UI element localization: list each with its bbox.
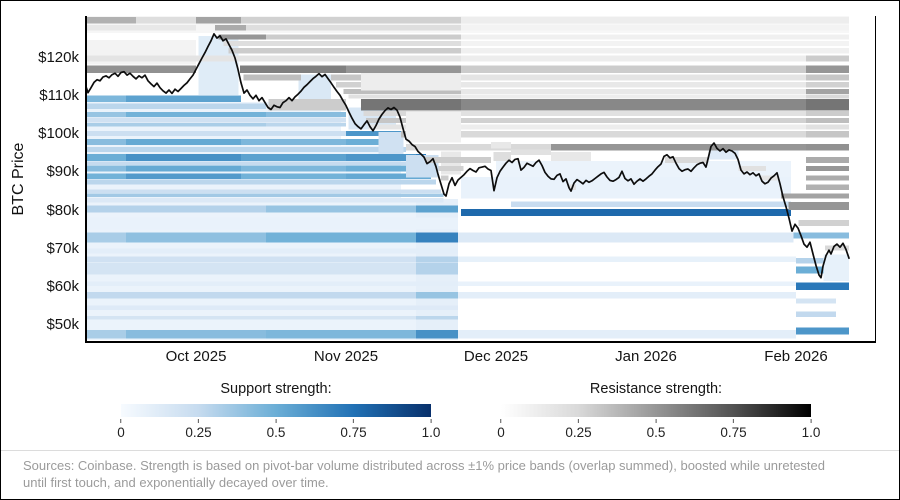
source-note-line2: until first touch, and exponentially dec… [23, 475, 329, 490]
colorbar-tick-label: 0.75 [720, 419, 746, 440]
colorbar-tick-label: 1.0 [802, 419, 821, 440]
resistance-colorbar [501, 404, 811, 417]
x-tick-label: Feb 2026 [764, 348, 828, 365]
support-colorbar [121, 404, 431, 417]
y-tick-label: $120k [38, 48, 79, 66]
colorbar-tick-label: 0.5 [267, 419, 286, 440]
support-colorbar-ticks: 0 0.25 0.5 0.75 1.0 [117, 419, 440, 441]
chart-plot-area [86, 16, 876, 341]
x-tick-label: Dec 2025 [463, 348, 529, 365]
x-tick-label: Nov 2025 [313, 348, 379, 365]
resistance-legend: Resistance strength: 0 0.25 0.5 0.75 1.0 [497, 381, 820, 441]
resistance-colorbar-ticks: 0 0.25 0.5 0.75 1.0 [497, 419, 820, 441]
y-tick-label: $70k [46, 239, 79, 257]
colorbar-tick-label: 0.75 [340, 419, 366, 440]
y-tick-label: $100k [38, 125, 79, 143]
y-axis-spine [85, 16, 87, 342]
y-tick-label: $50k [46, 315, 79, 333]
support-legend-title: Support strength: [220, 381, 332, 397]
footer-divider [1, 450, 899, 451]
support-legend: Support strength: 0 0.25 0.5 0.75 1.0 [117, 381, 440, 441]
colorbar-tick-label: 0 [117, 419, 125, 440]
x-tick-label: Jan 2026 [615, 348, 677, 365]
right-spine [875, 16, 876, 342]
x-axis-spine [85, 341, 876, 343]
x-tick-label: Oct 2025 [165, 348, 227, 365]
btc-price-line [86, 33, 850, 279]
heatmap-price-chart [86, 16, 850, 341]
colorbar-tick-label: 1.0 [422, 419, 441, 440]
y-tick-label: $90k [46, 163, 79, 181]
colorbar-tick-label: 0 [497, 419, 505, 440]
y-tick-label: $80k [46, 201, 79, 219]
resistance-legend-title: Resistance strength: [589, 381, 723, 397]
y-tick-label: $110k [39, 87, 79, 105]
source-note: Sources: Coinbase. Strength is based on … [23, 457, 883, 491]
source-note-line1: Sources: Coinbase. Strength is based on … [23, 458, 826, 473]
colorbar-tick-label: 0.25 [185, 419, 211, 440]
y-tick-label: $60k [46, 277, 79, 295]
colorbar-tick-label: 0.25 [565, 419, 591, 440]
colorbar-tick-label: 0.5 [647, 419, 666, 440]
